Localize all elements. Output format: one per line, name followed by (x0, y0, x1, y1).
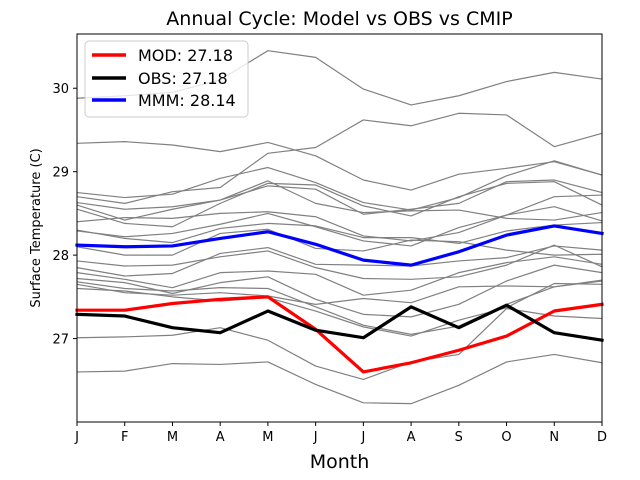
x-tick-label: N (549, 430, 559, 445)
plot-frame (76, 33, 603, 423)
legend: MOD: 27.18 OBS: 27.18 MMM: 28.14 (84, 40, 249, 118)
chart-title: Annual Cycle: Model vs OBS vs CMIP (166, 8, 512, 30)
x-tick-label: A (407, 430, 416, 445)
obs-line (75, 303, 604, 343)
mod-line (75, 295, 604, 374)
legend-box (84, 40, 249, 118)
x-tick-label: O (501, 430, 511, 445)
cmip-line-5 (76, 179, 603, 215)
cmip-lines-group (76, 50, 603, 405)
y-axis: 27 28 29 30 (52, 82, 77, 348)
y-tick-label: 29 (52, 166, 69, 181)
x-tick-label: F (121, 430, 128, 445)
cmip-line-8 (76, 194, 603, 242)
x-tick-label: A (216, 430, 225, 445)
cmip-line-14 (76, 256, 603, 296)
cmip-line-15 (76, 264, 603, 318)
cmip-line-3 (76, 112, 603, 204)
cmip-line-6 (76, 181, 603, 228)
highlight-lines-group (75, 224, 604, 374)
x-axis-label: Month (310, 451, 370, 473)
cmip-line-18 (76, 280, 603, 305)
x-tick-label: M (262, 430, 273, 445)
cmip-line-9 (76, 206, 603, 247)
x-tick-label: J (360, 430, 365, 445)
legend-label-mmm: MMM: 28.14 (138, 91, 236, 110)
y-tick-label: 30 (52, 82, 69, 97)
cmip-line-11 (76, 228, 603, 256)
cmip-line-4 (76, 160, 603, 211)
cmip-line-20 (76, 353, 603, 405)
cmip-line-7 (76, 180, 603, 221)
cmip-line-12 (76, 245, 603, 277)
cmip-line-2 (76, 141, 603, 191)
x-tick-label: J (74, 430, 79, 445)
y-tick-label: 27 (52, 333, 69, 348)
y-tick-label: 28 (52, 249, 69, 264)
mmm-line (75, 224, 604, 267)
x-tick-label: D (597, 430, 607, 445)
cmip-line-17 (76, 282, 603, 337)
x-tick-label: J (313, 430, 318, 445)
legend-label-mod: MOD: 27.18 (138, 46, 233, 65)
x-tick-label: M (167, 430, 178, 445)
cmip-line-16 (76, 279, 603, 335)
x-tick-label: S (455, 430, 463, 445)
cmip-line-10 (76, 221, 603, 245)
legend-label-obs: OBS: 27.18 (138, 69, 228, 88)
y-axis-label: Surface Temperature (C) (29, 148, 44, 307)
